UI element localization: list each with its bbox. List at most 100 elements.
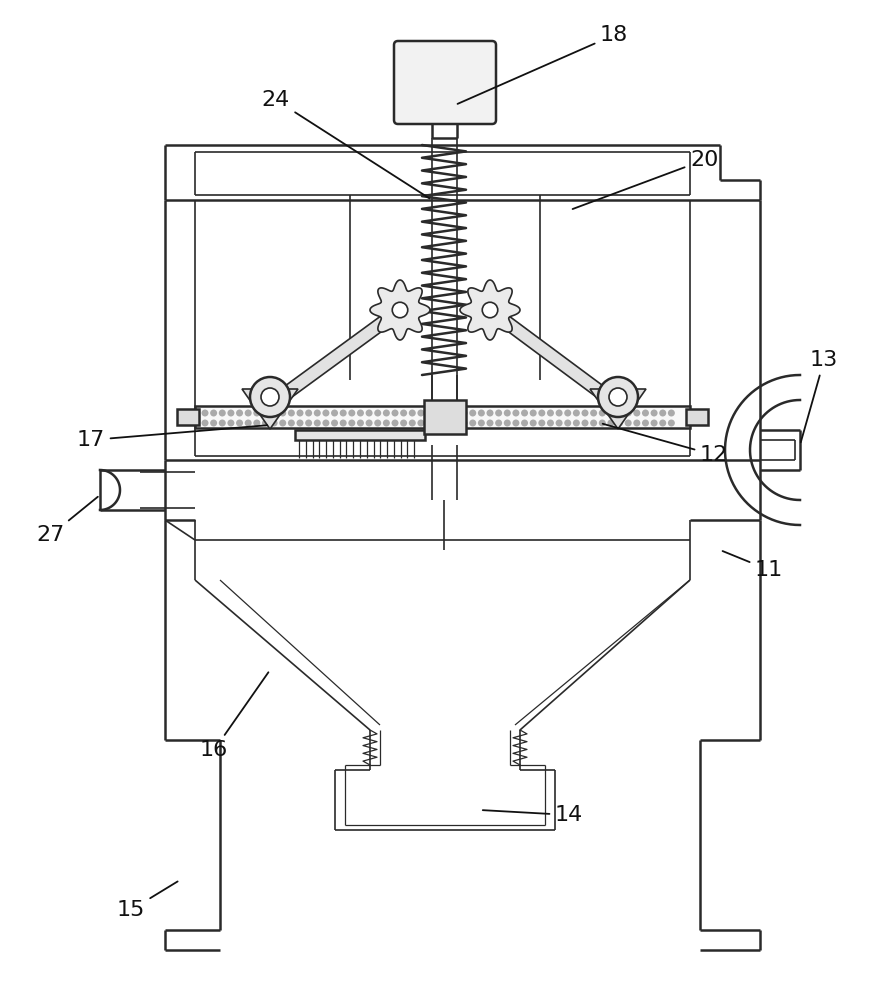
- Circle shape: [482, 302, 498, 318]
- Circle shape: [383, 410, 390, 416]
- Circle shape: [322, 420, 329, 426]
- Circle shape: [564, 410, 571, 416]
- Text: 27: 27: [36, 497, 98, 545]
- Bar: [295, 430, 425, 440]
- Circle shape: [417, 410, 424, 416]
- Circle shape: [642, 410, 649, 416]
- Text: 18: 18: [457, 25, 628, 104]
- Circle shape: [236, 420, 243, 426]
- Circle shape: [271, 420, 278, 426]
- Circle shape: [331, 420, 338, 426]
- Circle shape: [288, 410, 295, 416]
- Circle shape: [469, 420, 476, 426]
- Circle shape: [599, 420, 606, 426]
- Circle shape: [340, 410, 346, 416]
- Circle shape: [538, 410, 545, 416]
- Circle shape: [313, 410, 321, 416]
- Circle shape: [392, 302, 408, 318]
- Circle shape: [659, 410, 666, 416]
- Text: 17: 17: [76, 425, 267, 450]
- Polygon shape: [460, 280, 520, 340]
- Circle shape: [651, 410, 658, 416]
- Polygon shape: [486, 305, 622, 410]
- Circle shape: [261, 388, 279, 406]
- Circle shape: [529, 420, 536, 426]
- Text: 24: 24: [262, 90, 430, 199]
- FancyBboxPatch shape: [394, 41, 496, 124]
- Circle shape: [607, 420, 614, 426]
- Circle shape: [331, 410, 338, 416]
- Circle shape: [400, 420, 407, 426]
- Circle shape: [366, 410, 373, 416]
- Circle shape: [253, 410, 260, 416]
- Circle shape: [461, 410, 468, 416]
- Circle shape: [633, 410, 640, 416]
- Circle shape: [642, 420, 649, 426]
- Circle shape: [392, 420, 399, 426]
- Circle shape: [218, 420, 226, 426]
- Circle shape: [288, 420, 295, 426]
- Polygon shape: [266, 305, 404, 410]
- Bar: [686, 409, 708, 425]
- Circle shape: [366, 420, 373, 426]
- Circle shape: [322, 410, 329, 416]
- Circle shape: [392, 302, 408, 318]
- Circle shape: [607, 410, 614, 416]
- Circle shape: [610, 397, 625, 412]
- Circle shape: [250, 377, 290, 417]
- Circle shape: [609, 388, 627, 406]
- Circle shape: [547, 420, 554, 426]
- Circle shape: [305, 410, 313, 416]
- Circle shape: [616, 410, 623, 416]
- Circle shape: [426, 410, 433, 416]
- Text: 16: 16: [200, 672, 268, 760]
- Circle shape: [374, 420, 381, 426]
- Circle shape: [521, 420, 528, 426]
- Circle shape: [408, 420, 416, 426]
- Circle shape: [218, 410, 226, 416]
- Text: 14: 14: [483, 805, 583, 825]
- Circle shape: [582, 420, 589, 426]
- Circle shape: [598, 377, 638, 417]
- Circle shape: [297, 410, 304, 416]
- Circle shape: [496, 410, 502, 416]
- Circle shape: [651, 420, 658, 426]
- Circle shape: [245, 410, 251, 416]
- Circle shape: [443, 420, 450, 426]
- Circle shape: [262, 410, 269, 416]
- Circle shape: [435, 420, 441, 426]
- Circle shape: [452, 410, 459, 416]
- Circle shape: [521, 410, 528, 416]
- Circle shape: [487, 410, 494, 416]
- Circle shape: [624, 410, 631, 416]
- Circle shape: [279, 420, 286, 426]
- Circle shape: [253, 420, 260, 426]
- Circle shape: [478, 410, 485, 416]
- Circle shape: [227, 420, 234, 426]
- Circle shape: [591, 410, 597, 416]
- Polygon shape: [590, 389, 646, 429]
- Circle shape: [443, 410, 450, 416]
- Text: 13: 13: [801, 350, 838, 442]
- Circle shape: [279, 410, 286, 416]
- Circle shape: [357, 420, 364, 426]
- Circle shape: [313, 420, 321, 426]
- Circle shape: [556, 420, 563, 426]
- Circle shape: [591, 420, 597, 426]
- Circle shape: [210, 420, 218, 426]
- Circle shape: [305, 420, 313, 426]
- Circle shape: [633, 420, 640, 426]
- Circle shape: [659, 420, 666, 426]
- Text: 15: 15: [116, 881, 178, 920]
- Circle shape: [227, 410, 234, 416]
- Polygon shape: [242, 389, 298, 429]
- Bar: [424, 400, 466, 434]
- Circle shape: [624, 420, 631, 426]
- Circle shape: [573, 420, 580, 426]
- Circle shape: [469, 410, 476, 416]
- Circle shape: [582, 410, 589, 416]
- Circle shape: [400, 410, 407, 416]
- Circle shape: [357, 410, 364, 416]
- Circle shape: [348, 410, 355, 416]
- Text: 11: 11: [723, 551, 783, 580]
